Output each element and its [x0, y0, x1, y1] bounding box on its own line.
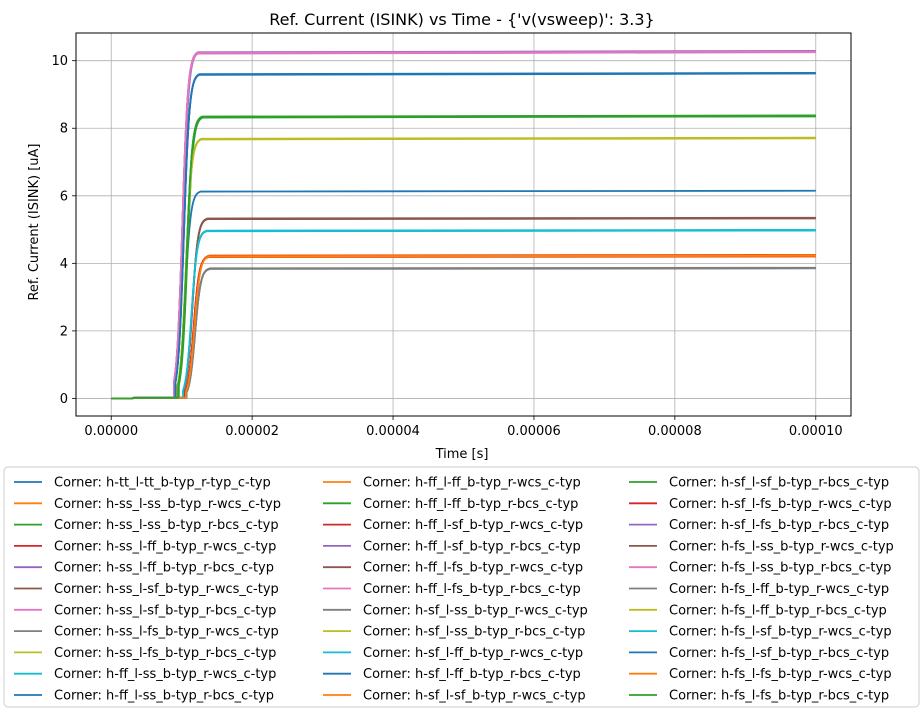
- x-axis-label: Time [s]: [435, 447, 489, 462]
- y-axis: 0 2 4 6 8 10: [51, 54, 76, 407]
- y-tick-label: 2: [60, 324, 68, 339]
- y-tick-label: 4: [60, 257, 68, 272]
- series-line: [111, 255, 816, 400]
- series-line: [111, 71, 816, 400]
- legend-label: Corner: h-fs_l-ff_b-typ_r-bcs_c-typ: [669, 603, 887, 618]
- series-line: [111, 229, 816, 400]
- x-axis: 0.00000 0.00002 0.00004 0.00006 0.00008 0.000…: [84, 416, 843, 439]
- x-tick-label: 0.00002: [225, 424, 279, 439]
- legend-label: Corner: h-sf_l-sf_b-typ_r-wcs_c-typ: [363, 689, 586, 704]
- legend-label: Corner: h-sf_l-fs_b-typ_r-bcs_c-typ: [669, 518, 889, 533]
- legend-label: Corner: h-ff_l-ss_b-typ_r-bcs_c-typ: [54, 689, 274, 704]
- legend-label: Corner: h-sf_l-ss_b-typ_r-wcs_c-typ: [363, 603, 588, 618]
- legend-label: Corner: h-ss_l-sf_b-typ_r-bcs_c-typ: [54, 603, 276, 618]
- legend-label: Corner: h-ff_l-ff_b-typ_r-bcs_c-typ: [363, 497, 578, 512]
- legend-label: Corner: h-fs_l-fs_b-typ_r-wcs_c-typ: [669, 667, 892, 682]
- legend-box: [3, 466, 920, 708]
- legend-label: Corner: h-fs_l-sf_b-typ_r-wcs_c-typ: [669, 625, 892, 640]
- x-tick-label: 0.00000: [84, 424, 138, 439]
- series-line: [111, 267, 816, 400]
- grid: [76, 33, 851, 416]
- legend-label: Corner: h-fs_l-ss_b-typ_r-bcs_c-typ: [669, 561, 891, 576]
- y-tick-label: 10: [51, 54, 68, 69]
- legend-label: Corner: h-ff_l-fs_b-typ_r-bcs_c-typ: [363, 582, 581, 597]
- legend-label: Corner: h-fs_l-sf_b-typ_r-bcs_c-typ: [669, 646, 889, 661]
- legend-label: Corner: h-fs_l-fs_b-typ_r-bcs_c-typ: [669, 689, 889, 704]
- legend-label: Corner: h-sf_l-sf_b-typ_r-bcs_c-typ: [669, 476, 889, 491]
- plot-frame: [75, 32, 852, 417]
- legend-label: Corner: h-ss_l-ff_b-typ_r-wcs_c-typ: [54, 539, 276, 554]
- legend: Corner: h-tt_l-tt_b-typ_r-typ_c-typ Corne…: [3, 466, 920, 708]
- legend-label: Corner: h-ss_l-fs_b-typ_r-bcs_c-typ: [54, 646, 276, 661]
- x-tick-label: 0.00010: [789, 424, 843, 439]
- x-tick-label: 0.00006: [507, 424, 561, 439]
- legend-label: Corner: h-ss_l-ss_b-typ_r-bcs_c-typ: [54, 518, 279, 533]
- legend-label: Corner: h-sf_l-ff_b-typ_r-wcs_c-typ: [363, 646, 583, 661]
- legend-label: Corner: h-sf_l-ff_b-typ_r-bcs_c-typ: [363, 667, 581, 682]
- y-tick-label: 8: [60, 122, 68, 137]
- legend-label: Corner: h-ff_l-fs_b-typ_r-wcs_c-typ: [363, 561, 583, 576]
- chart-title: Ref. Current (ISINK) vs Time - {'v(vswee…: [269, 10, 654, 29]
- legend-label: Corner: h-ss_l-sf_b-typ_r-wcs_c-typ: [54, 582, 279, 597]
- legend-label: Corner: h-tt_l-tt_b-typ_r-typ_c-typ: [54, 476, 271, 491]
- legend-label: Corner: h-ff_l-sf_b-typ_r-wcs_c-typ: [363, 518, 583, 533]
- y-axis-label: Ref. Current (ISINK) [uA]: [27, 143, 42, 300]
- x-tick-label: 0.00008: [648, 424, 702, 439]
- legend-label: Corner: h-sf_l-ss_b-typ_r-bcs_c-typ: [363, 625, 585, 640]
- legend-label: Corner: h-fs_l-ff_b-typ_r-wcs_c-typ: [669, 582, 889, 597]
- x-tick-label: 0.00004: [366, 424, 420, 439]
- legend-label: Corner: h-ff_l-ss_b-typ_r-wcs_c-typ: [54, 667, 276, 682]
- legend-label: Corner: h-ss_l-fs_b-typ_r-wcs_c-typ: [54, 625, 279, 640]
- legend-label: Corner: h-ff_l-ff_b-typ_r-wcs_c-typ: [363, 476, 581, 491]
- legend-label: Corner: h-fs_l-ss_b-typ_r-wcs_c-typ: [669, 539, 894, 554]
- legend-label: Corner: h-sf_l-fs_b-typ_r-wcs_c-typ: [669, 497, 892, 512]
- legend-label: Corner: h-ss_l-ss_b-typ_r-wcs_c-typ: [54, 497, 281, 512]
- series-line: [111, 114, 816, 400]
- legend-label: Corner: h-ss_l-ff_b-typ_r-bcs_c-typ: [54, 561, 274, 576]
- series-line: [111, 50, 816, 400]
- legend-label: Corner: h-ff_l-sf_b-typ_r-bcs_c-typ: [363, 539, 581, 554]
- y-tick-label: 6: [60, 189, 68, 204]
- series-lines: [111, 50, 816, 400]
- y-tick-label: 0: [60, 392, 68, 407]
